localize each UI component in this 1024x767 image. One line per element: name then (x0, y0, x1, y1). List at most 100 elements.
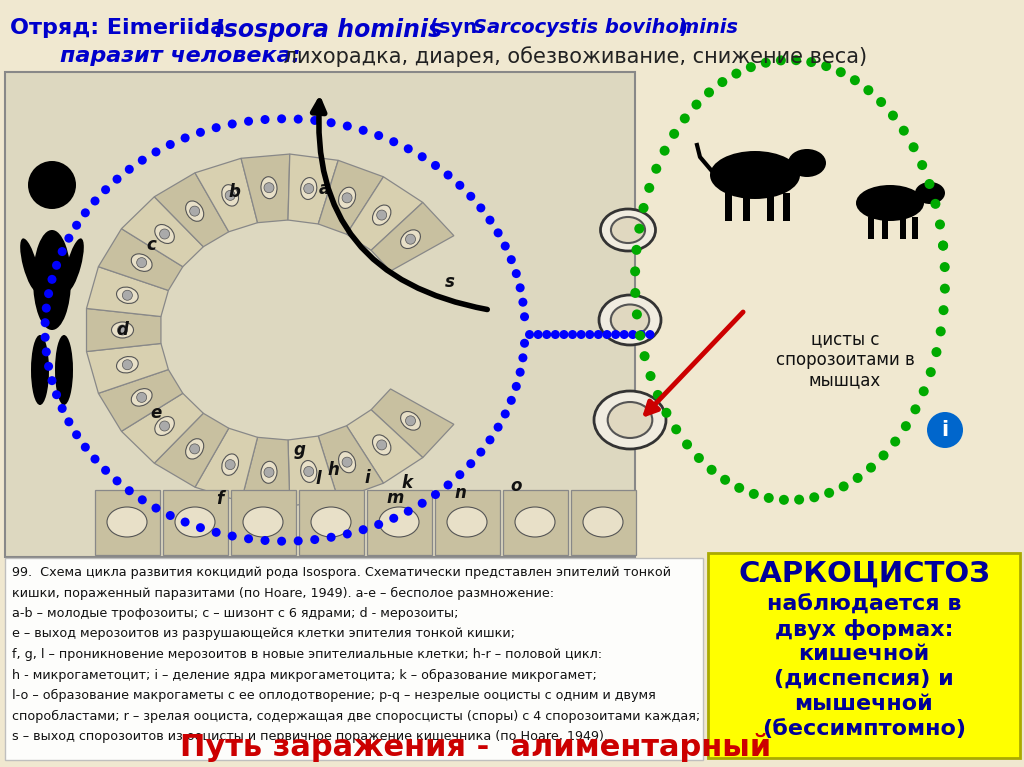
Circle shape (516, 283, 524, 292)
Text: q: q (612, 306, 624, 324)
Circle shape (761, 58, 771, 67)
Circle shape (443, 480, 453, 489)
Ellipse shape (594, 391, 666, 449)
Circle shape (640, 351, 649, 361)
Text: кишечной: кишечной (799, 644, 930, 664)
Circle shape (594, 330, 603, 339)
Circle shape (358, 126, 368, 135)
Circle shape (389, 137, 398, 146)
Circle shape (518, 354, 527, 362)
Text: ): ) (678, 18, 687, 37)
Bar (231, 490, 296, 555)
Ellipse shape (55, 335, 73, 405)
Circle shape (630, 288, 640, 298)
Text: (syn.: (syn. (430, 18, 492, 37)
Text: i: i (941, 420, 948, 440)
Circle shape (343, 121, 352, 130)
Bar (868, 217, 874, 239)
Circle shape (863, 85, 873, 95)
Text: 99.  Схема цикла развития кокцидий рода Isospora. Схематически представлен эпите: 99. Схема цикла развития кокцидий рода I… (12, 566, 671, 579)
Text: Isospora hominis: Isospora hominis (215, 18, 451, 42)
Circle shape (691, 100, 701, 110)
Circle shape (406, 416, 416, 426)
Circle shape (494, 229, 503, 237)
Text: d: d (116, 321, 128, 339)
Ellipse shape (243, 507, 283, 537)
Bar (743, 193, 750, 221)
Circle shape (47, 275, 56, 284)
Circle shape (260, 115, 269, 124)
Circle shape (278, 114, 286, 123)
Circle shape (374, 520, 383, 529)
Text: е – выход мерозоитов из разрушающейся клетки эпителия тонкой кишки;: е – выход мерозоитов из разрушающейся кл… (12, 627, 515, 640)
Ellipse shape (400, 230, 421, 249)
Circle shape (644, 183, 654, 193)
Ellipse shape (373, 435, 391, 455)
Circle shape (932, 347, 941, 357)
Polygon shape (98, 370, 183, 431)
Circle shape (57, 247, 67, 256)
Circle shape (389, 514, 398, 523)
Circle shape (806, 57, 816, 67)
Polygon shape (371, 202, 454, 271)
Circle shape (749, 489, 759, 499)
Circle shape (559, 330, 568, 339)
Circle shape (866, 463, 876, 472)
Circle shape (212, 528, 221, 537)
Ellipse shape (400, 411, 421, 430)
Text: h - микрогаметоцит; i – деление ядра микрогаметоцита; k – образование микрогамет: h - микрогаметоцит; i – деление ядра мик… (12, 669, 597, 682)
Circle shape (632, 309, 642, 319)
Circle shape (42, 304, 51, 313)
Circle shape (551, 330, 560, 339)
Circle shape (136, 258, 146, 268)
Text: :: : (200, 18, 217, 38)
Circle shape (418, 499, 427, 508)
Circle shape (138, 156, 146, 165)
Circle shape (264, 467, 274, 477)
Ellipse shape (106, 507, 147, 537)
Polygon shape (122, 197, 204, 267)
Circle shape (304, 466, 313, 476)
Circle shape (342, 193, 352, 202)
Circle shape (180, 133, 189, 143)
Ellipse shape (117, 287, 138, 304)
Circle shape (166, 140, 175, 149)
Text: мышечной: мышечной (795, 694, 933, 714)
Circle shape (304, 183, 313, 193)
Polygon shape (318, 426, 383, 499)
Text: c: c (146, 235, 157, 254)
Ellipse shape (155, 416, 174, 436)
Circle shape (122, 360, 132, 370)
Circle shape (745, 62, 756, 72)
Polygon shape (241, 154, 290, 222)
Circle shape (41, 333, 49, 342)
Circle shape (466, 192, 475, 201)
Ellipse shape (261, 176, 278, 199)
Ellipse shape (856, 185, 924, 221)
Circle shape (731, 68, 741, 78)
Circle shape (662, 408, 672, 418)
Circle shape (122, 290, 132, 300)
Circle shape (152, 504, 161, 512)
Text: p: p (614, 216, 626, 234)
Circle shape (152, 147, 161, 156)
Text: f: f (216, 490, 223, 509)
Text: (диспепсия) и: (диспепсия) и (774, 669, 954, 689)
Text: n: n (455, 484, 466, 502)
Circle shape (327, 533, 336, 542)
Polygon shape (288, 154, 338, 224)
Polygon shape (122, 393, 204, 463)
Circle shape (160, 421, 170, 431)
Circle shape (836, 67, 846, 77)
Circle shape (403, 507, 413, 515)
Circle shape (507, 396, 516, 405)
Circle shape (81, 443, 90, 452)
Circle shape (501, 242, 510, 251)
Circle shape (225, 190, 236, 200)
Circle shape (377, 440, 387, 450)
Ellipse shape (339, 452, 355, 472)
Ellipse shape (915, 182, 945, 204)
Ellipse shape (610, 304, 649, 335)
Circle shape (877, 97, 886, 107)
Text: s – выход спорозоитов из ооцисты и первичное поражение кишечника (по Hoare, 1949: s – выход спорозоитов из ооцисты и перви… (12, 730, 608, 743)
